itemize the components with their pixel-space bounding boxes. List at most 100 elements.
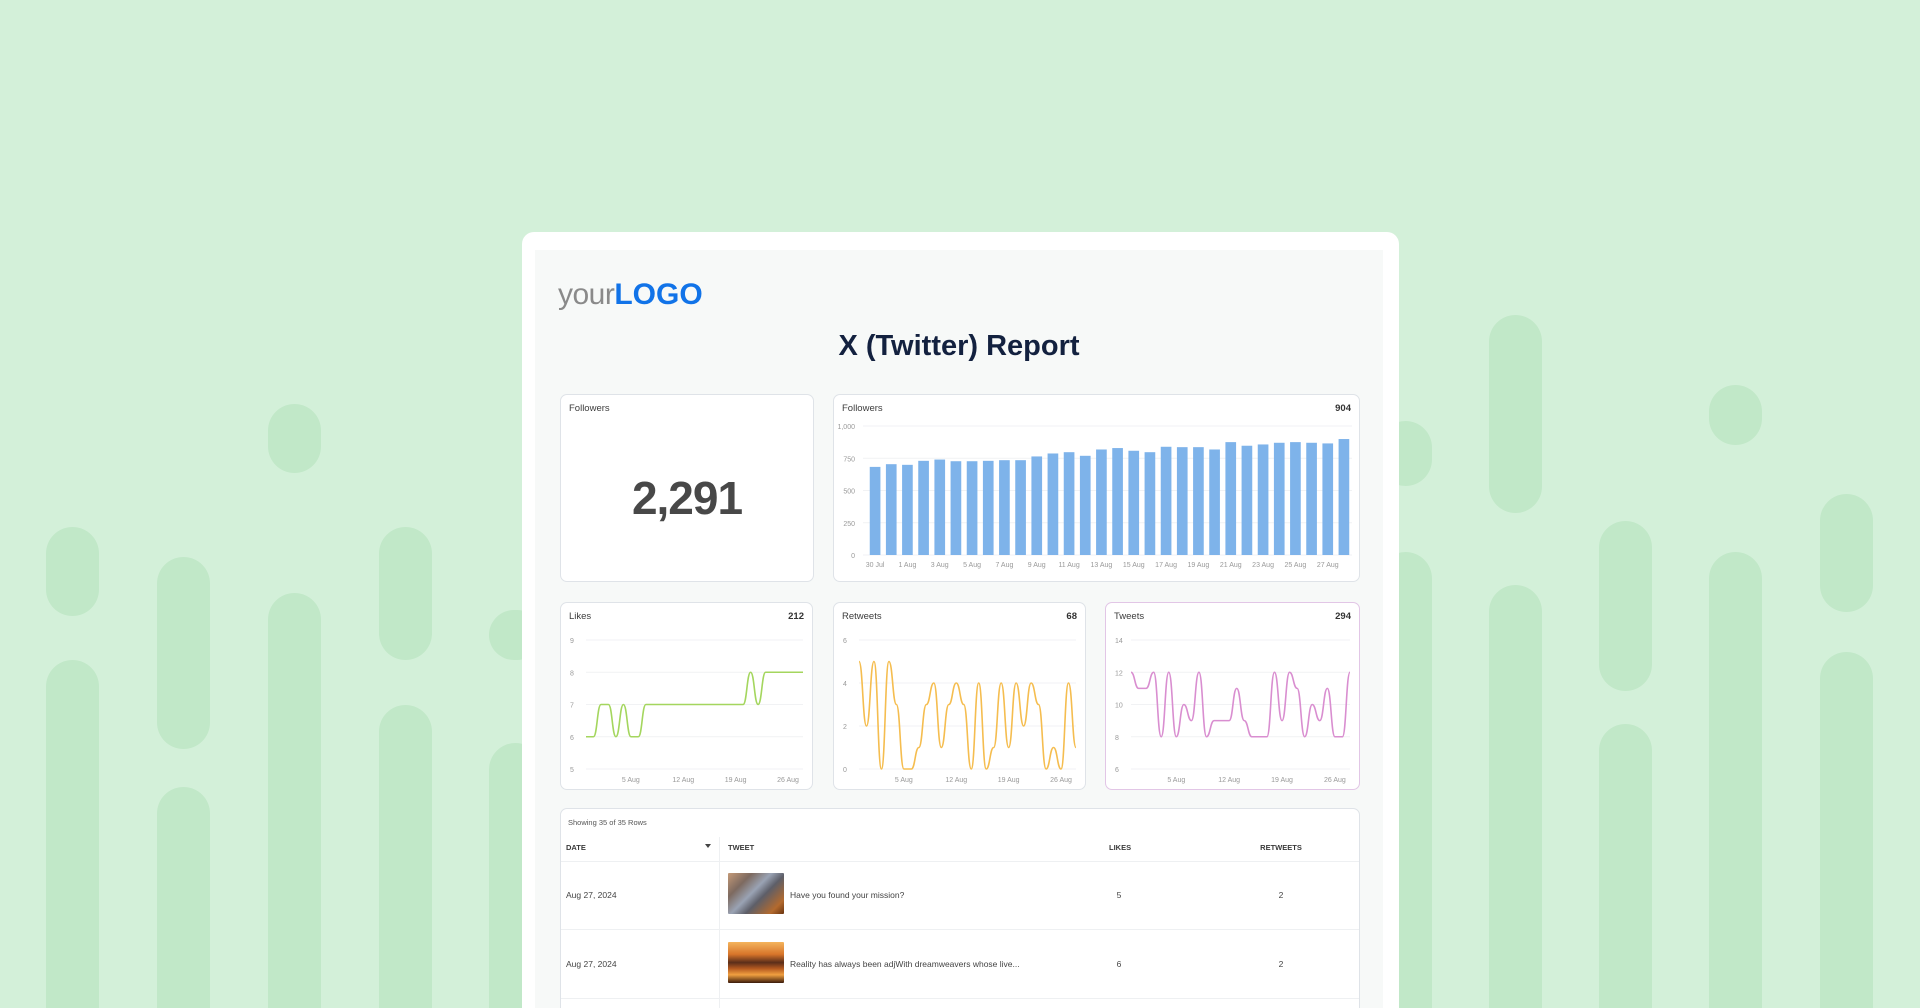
svg-text:15 Aug: 15 Aug: [1123, 562, 1145, 569]
svg-text:5 Aug: 5 Aug: [895, 777, 913, 784]
followers-kpi-card: Followers 2,291: [560, 394, 814, 582]
bg-pill: [1599, 521, 1652, 691]
column-header-likes[interactable]: LIKES: [1109, 843, 1132, 852]
svg-text:12: 12: [1115, 670, 1123, 677]
svg-text:17 Aug: 17 Aug: [1155, 562, 1177, 569]
svg-text:21 Aug: 21 Aug: [1220, 562, 1242, 569]
likes-chart-card: Likes 212 5 6 7 8 9 5 Aug 12 Aug 19 Aug 26 Aug: [560, 602, 813, 790]
svg-text:11 Aug: 11 Aug: [1058, 562, 1079, 569]
cell-likes: 6: [1116, 959, 1122, 969]
svg-text:12 Aug: 12 Aug: [945, 777, 967, 784]
chart-label: Followers: [842, 403, 883, 414]
svg-text:10: 10: [1115, 703, 1123, 710]
chart-total: 68: [1066, 611, 1077, 622]
bg-pill: [379, 705, 432, 1008]
bg-pill: [46, 660, 99, 1008]
svg-text:5 Aug: 5 Aug: [963, 562, 981, 569]
logo-brand: LOGO: [614, 278, 703, 311]
bg-pill: [1709, 385, 1762, 445]
mission-thumbnail: [728, 873, 784, 914]
svg-text:26 Aug: 26 Aug: [777, 777, 799, 784]
svg-text:6: 6: [1115, 767, 1119, 774]
tweets-chart-card: Tweets 294 6 8 10 12 14 5 Aug 12 Aug 19 Aug 26 A…: [1105, 602, 1360, 790]
cell-tweet: Have you found your mission?: [790, 890, 905, 900]
svg-text:7: 7: [570, 703, 574, 710]
row-divider: [561, 998, 1359, 999]
bg-pill: [379, 527, 432, 660]
bg-pill: [1709, 552, 1762, 1008]
tweets-line-chart: 6 8 10 12 14 5 Aug 12 Aug 19 Aug 26 Aug: [1115, 638, 1351, 784]
likes-line-chart: 5 6 7 8 9 5 Aug 12 Aug 19 Aug 26 Aug: [570, 638, 803, 784]
svg-text:1,000: 1,000: [837, 424, 855, 431]
chart-label: Tweets: [1114, 611, 1145, 622]
column-header-tweet[interactable]: TWEET: [728, 843, 755, 852]
column-header-retweets[interactable]: RETWEETS: [1260, 843, 1302, 852]
svg-text:250: 250: [843, 521, 855, 528]
bg-pill: [157, 557, 210, 749]
svg-text:12 Aug: 12 Aug: [1218, 777, 1240, 784]
svg-text:0: 0: [843, 767, 847, 774]
svg-text:26 Aug: 26 Aug: [1050, 777, 1072, 784]
svg-text:5 Aug: 5 Aug: [622, 777, 640, 784]
svg-text:9: 9: [570, 638, 574, 645]
svg-text:19 Aug: 19 Aug: [998, 777, 1020, 784]
svg-text:6: 6: [570, 735, 574, 742]
svg-text:13 Aug: 13 Aug: [1091, 562, 1113, 569]
bg-pill: [1489, 315, 1542, 513]
svg-text:8: 8: [570, 670, 574, 677]
tweets-table: Showing 35 of 35 Rows DATE TWEET LIKES R…: [560, 808, 1360, 1008]
svg-text:12 Aug: 12 Aug: [672, 777, 694, 784]
svg-text:1 Aug: 1 Aug: [898, 562, 916, 569]
followers-bar-chart: 0 250 500 750 1,000 30 Jul 1 Aug 3 Aug 5 Aug 7 Au…: [837, 424, 1352, 569]
cell-date: Aug 27, 2024: [566, 890, 617, 900]
bg-pill: [157, 787, 210, 1008]
chart-label: Likes: [569, 611, 592, 622]
svg-text:6: 6: [843, 638, 847, 645]
svg-text:7 Aug: 7 Aug: [995, 562, 1013, 569]
logo: yourLOGO: [558, 278, 703, 312]
column-header-date[interactable]: DATE: [566, 843, 586, 852]
svg-text:30 Jul: 30 Jul: [866, 562, 885, 569]
svg-text:750: 750: [843, 456, 855, 463]
chart-label: Retweets: [842, 611, 882, 622]
svg-text:9 Aug: 9 Aug: [1028, 562, 1046, 569]
kpi-value: 2,291: [631, 472, 743, 524]
svg-text:5: 5: [570, 767, 574, 774]
svg-text:25 Aug: 25 Aug: [1285, 562, 1307, 569]
header-divider: [561, 861, 1359, 862]
cell-retweets: 2: [1278, 959, 1284, 969]
kpi-label: Followers: [569, 403, 610, 414]
svg-text:2: 2: [843, 724, 847, 731]
bg-pill: [1599, 724, 1652, 1008]
svg-text:0: 0: [851, 553, 855, 560]
bg-pill: [46, 527, 99, 616]
followers-chart-card: Followers 904 0 250 500 750 1,000 30 Jul 1 Aug…: [833, 394, 1360, 582]
bg-pill: [268, 404, 321, 473]
column-divider: [719, 837, 720, 1008]
svg-text:4: 4: [843, 681, 847, 688]
sort-desc-icon[interactable]: [705, 844, 711, 848]
chart-total: 294: [1335, 611, 1351, 622]
svg-text:5 Aug: 5 Aug: [1167, 777, 1185, 784]
cell-retweets: 2: [1278, 890, 1284, 900]
svg-text:14: 14: [1115, 638, 1123, 645]
svg-text:19 Aug: 19 Aug: [1271, 777, 1293, 784]
cell-likes: 5: [1116, 890, 1122, 900]
page-title: X (Twitter) Report: [838, 330, 1080, 362]
svg-text:27 Aug: 27 Aug: [1317, 562, 1339, 569]
row-count: Showing 35 of 35 Rows: [568, 818, 647, 827]
logo-prefix: your: [558, 278, 615, 311]
bg-pill: [1489, 585, 1542, 1008]
cell-date: Aug 27, 2024: [566, 959, 617, 969]
chart-total: 904: [1335, 403, 1351, 414]
retweets-chart-card: Retweets 68 0 2 4 6 5 Aug 12 Aug 19 Aug 26 Aug: [833, 602, 1086, 790]
bg-pill: [1820, 652, 1873, 1008]
svg-text:3 Aug: 3 Aug: [931, 562, 949, 569]
svg-text:500: 500: [843, 489, 855, 496]
sunset-thumbnail: [728, 942, 784, 983]
svg-text:19 Aug: 19 Aug: [1188, 562, 1210, 569]
svg-text:26 Aug: 26 Aug: [1324, 777, 1346, 784]
row-divider: [561, 929, 1359, 930]
retweets-line-chart: 0 2 4 6 5 Aug 12 Aug 19 Aug 26 Aug: [843, 638, 1077, 784]
bg-pill: [1820, 494, 1873, 612]
